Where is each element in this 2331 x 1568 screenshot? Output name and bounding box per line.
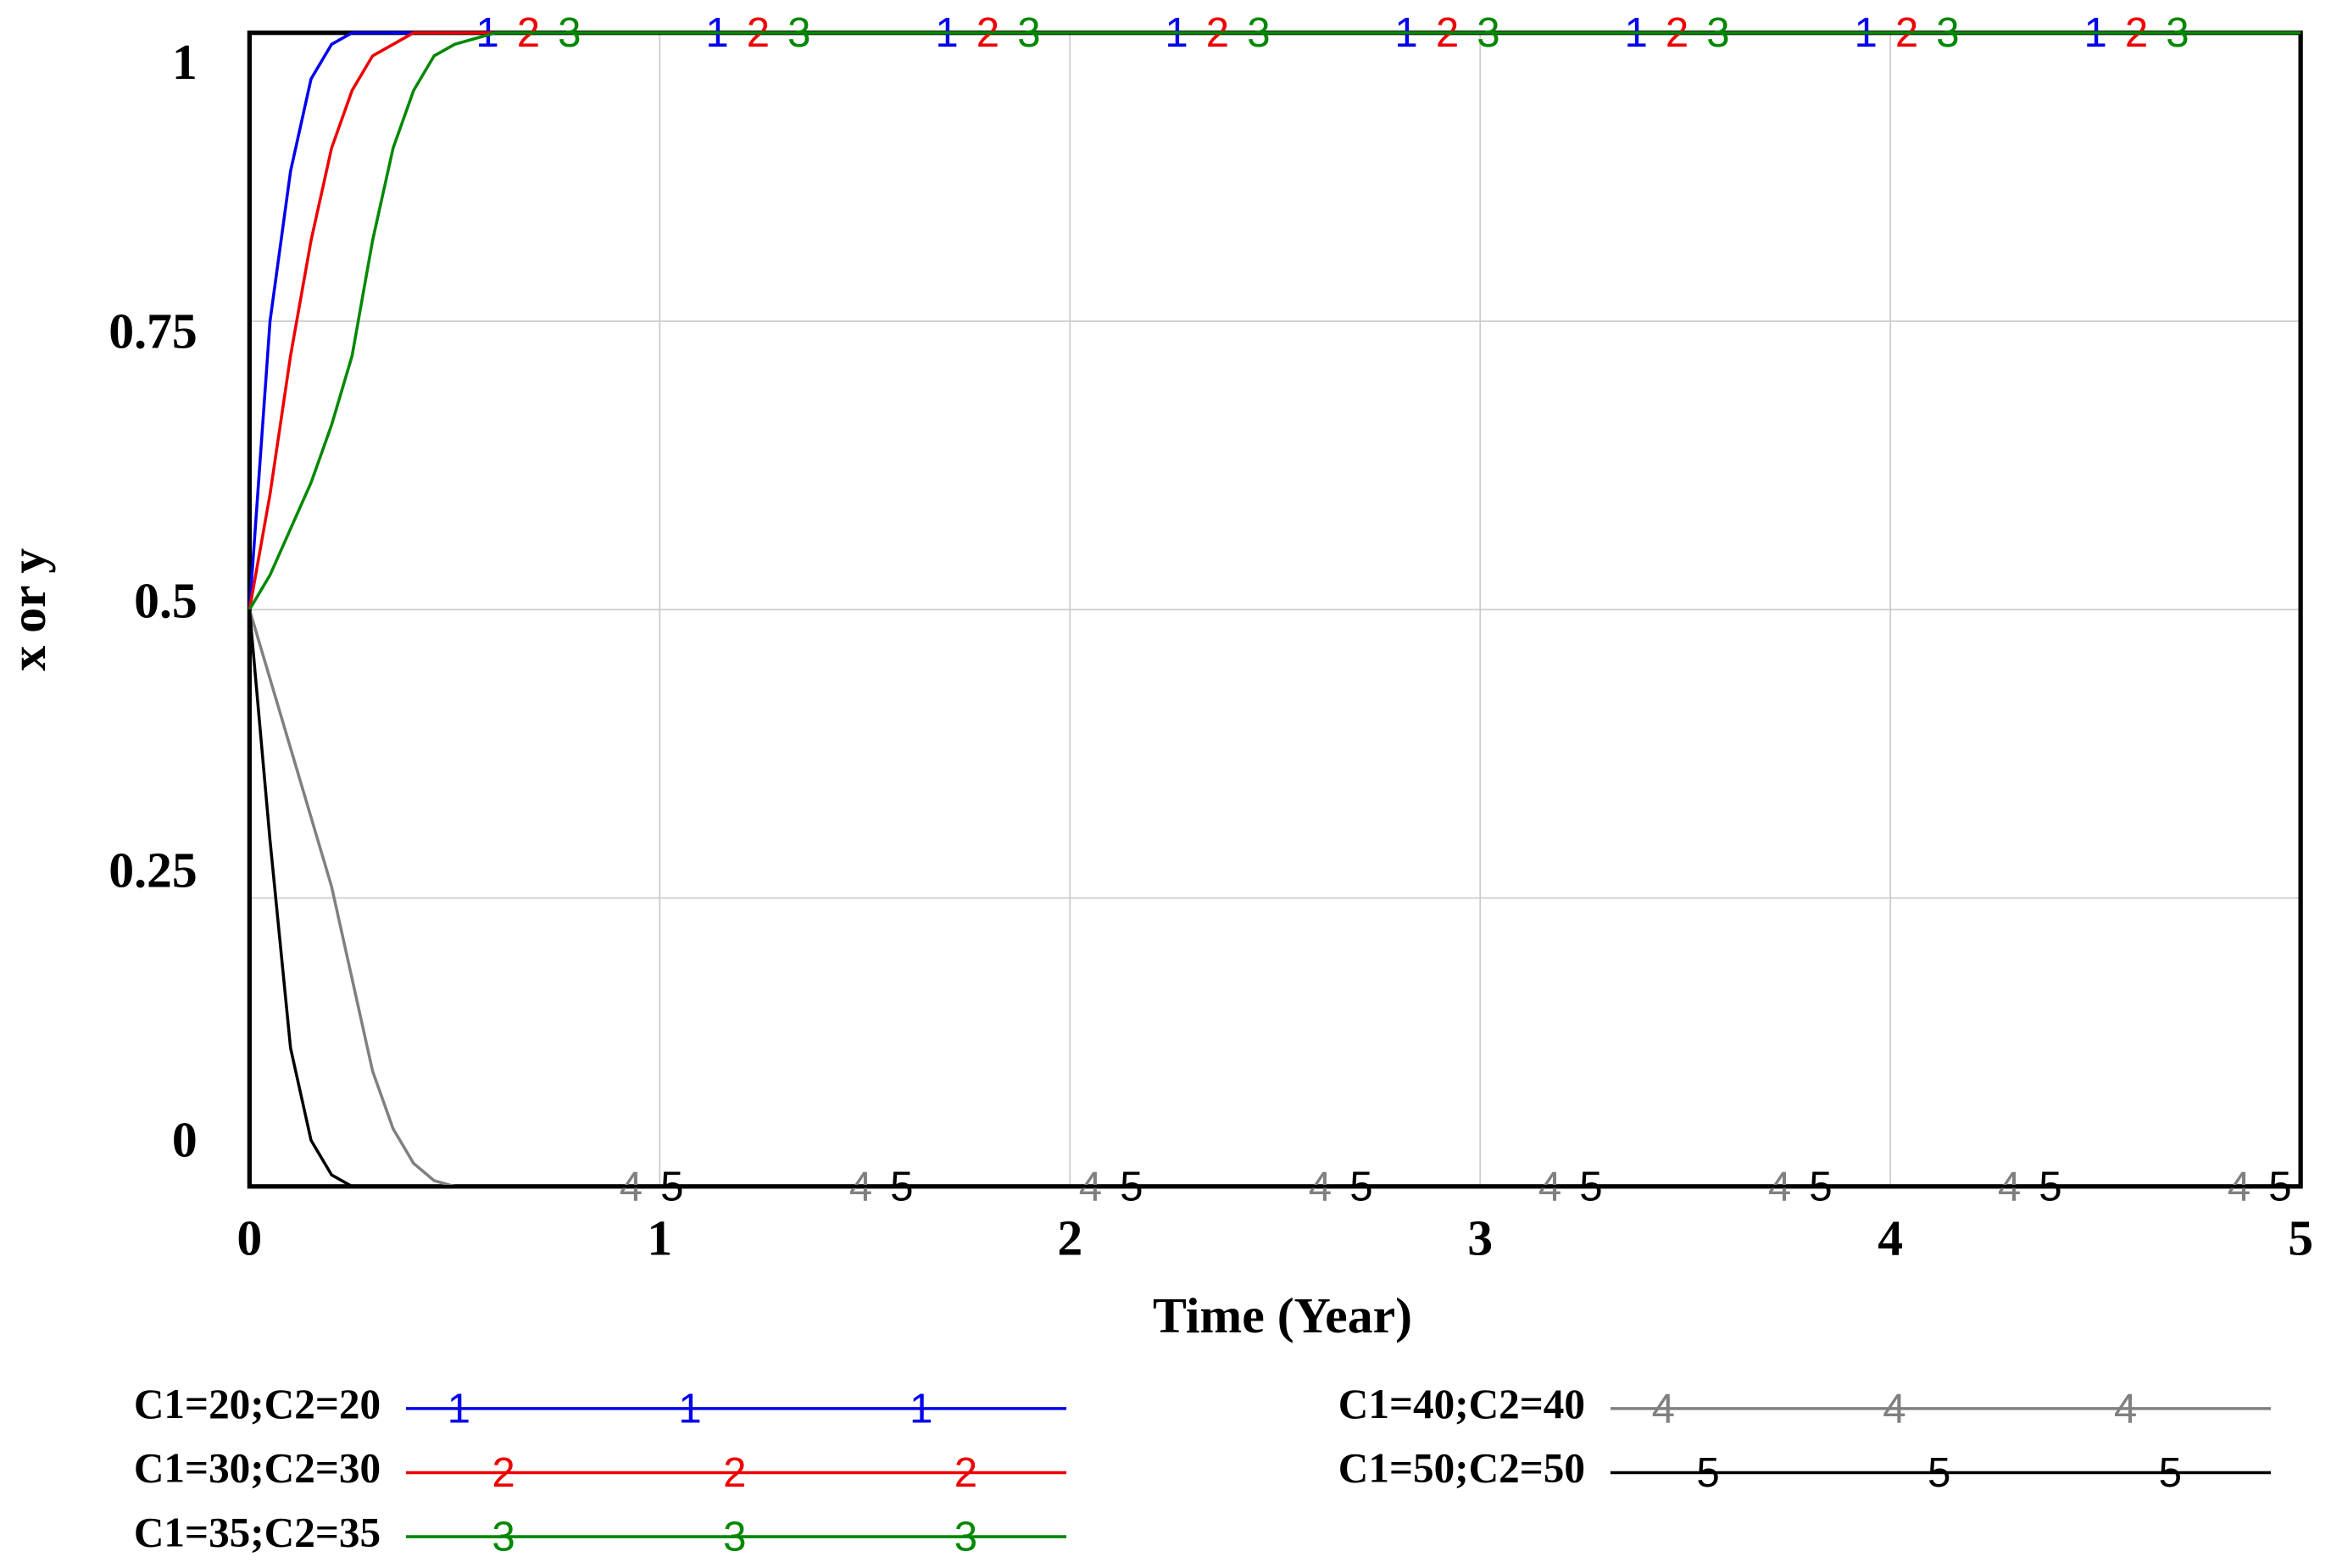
series-marker: 3 <box>787 9 810 56</box>
series-marker: 5 <box>660 1163 683 1209</box>
y-tick-label: 0.5 <box>134 573 197 629</box>
series-marker: 3 <box>558 9 581 56</box>
series-marker: 5 <box>2268 1163 2291 1209</box>
series-marker: 3 <box>1936 9 1959 56</box>
x-axis-title: Time (Year) <box>1153 1287 1412 1343</box>
legend-marker: 5 <box>2159 1449 2182 1496</box>
legend-marker: 2 <box>954 1449 977 1496</box>
legend-label: C1=35;C2=35 <box>134 1509 381 1555</box>
legend-marker: 5 <box>1696 1449 1719 1496</box>
legend-marker: 3 <box>723 1514 746 1560</box>
y-tick-label: 0.75 <box>108 303 197 359</box>
x-tick-label: 3 <box>1467 1209 1493 1265</box>
series-marker: 3 <box>1017 9 1040 56</box>
x-tick-label: 1 <box>647 1209 672 1265</box>
legend-label: C1=30;C2=30 <box>134 1445 381 1492</box>
x-tick-label: 0 <box>236 1209 262 1265</box>
series-marker: 5 <box>2039 1163 2061 1209</box>
legend-marker: 4 <box>2114 1385 2137 1432</box>
series-marker: 3 <box>1477 9 1499 56</box>
y-tick-label: 0.25 <box>108 842 197 898</box>
legend-marker: 1 <box>910 1385 932 1432</box>
y-tick-label: 1 <box>172 34 197 90</box>
series-marker: 5 <box>1120 1163 1143 1209</box>
legend-marker: 3 <box>492 1514 515 1560</box>
x-tick-label: 2 <box>1057 1209 1082 1265</box>
legend-marker: 3 <box>954 1514 977 1560</box>
legend-marker: 5 <box>1928 1449 1950 1496</box>
legend-marker: 1 <box>448 1385 470 1432</box>
legend-marker: 1 <box>678 1385 701 1432</box>
legend-marker: 2 <box>492 1449 515 1496</box>
legend-label: C1=50;C2=50 <box>1338 1445 1585 1492</box>
legend-marker: 2 <box>723 1449 746 1496</box>
series-line <box>248 31 2301 611</box>
x-tick-label: 4 <box>1878 1209 1903 1265</box>
y-tick-label: 0 <box>172 1111 197 1167</box>
series-line <box>248 609 2301 1188</box>
series-marker: 3 <box>1706 9 1729 56</box>
legend-marker: 4 <box>1883 1385 1905 1432</box>
series-marker: 3 <box>2166 9 2189 56</box>
legend-label: C1=40;C2=40 <box>1338 1381 1585 1427</box>
legend-marker: 4 <box>1652 1385 1675 1432</box>
series-marker: 3 <box>1247 9 1270 56</box>
x-tick-label: 5 <box>2288 1209 2313 1265</box>
series-marker: 5 <box>1349 1163 1372 1209</box>
series-marker: 5 <box>1579 1163 1602 1209</box>
y-axis-title: x or y <box>0 548 56 671</box>
series-marker: 5 <box>1809 1163 1832 1209</box>
series-marker: 5 <box>890 1163 913 1209</box>
legend-label: C1=20;C2=20 <box>134 1381 381 1427</box>
